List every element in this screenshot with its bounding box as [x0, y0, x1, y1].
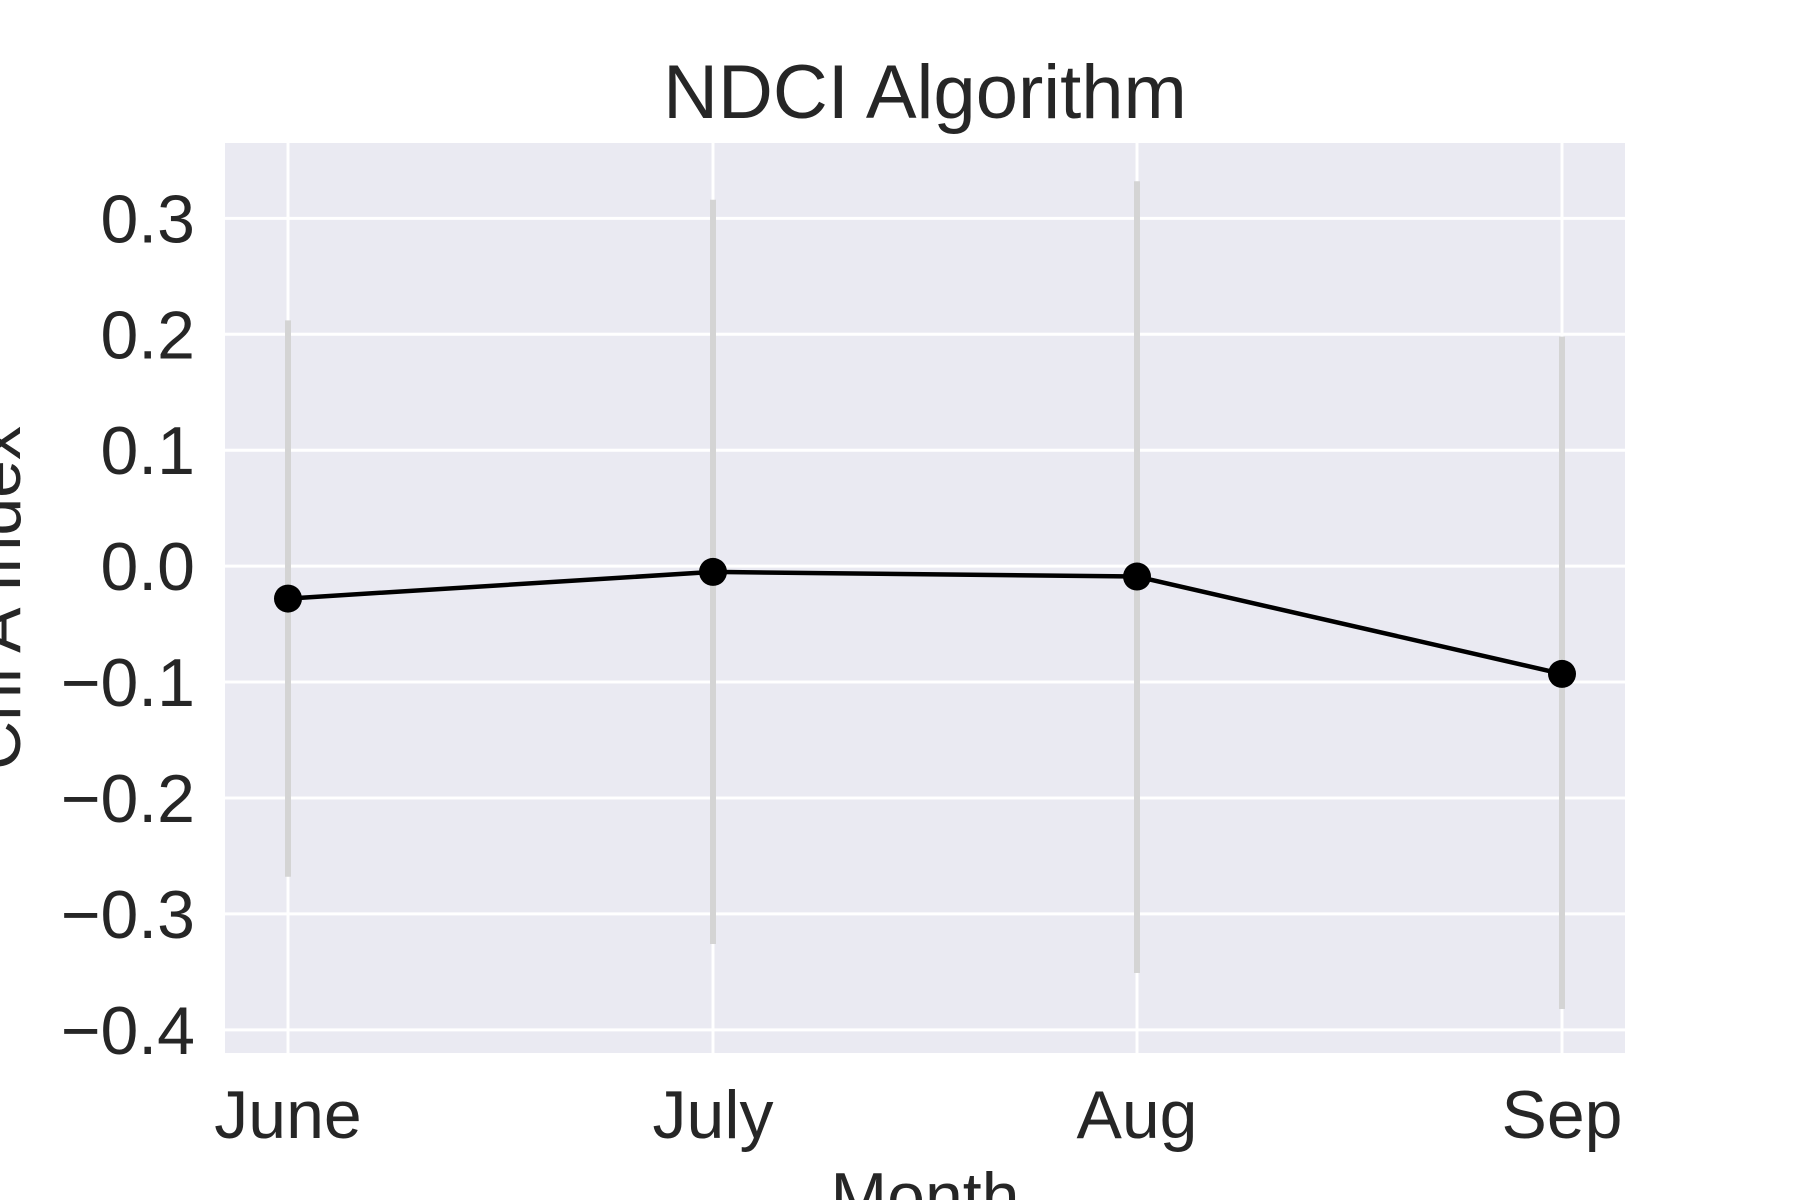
data-point — [699, 557, 727, 586]
y-tick-label: −0.4 — [61, 993, 195, 1069]
series-line — [287, 569, 1563, 677]
x-tick-label: June — [214, 1077, 361, 1153]
y-axis-ticks: 0.3 0.2 0.1 0.0 −0.1 −0.2 −0.3 −0.4 — [61, 181, 195, 1068]
x-tick-label: Aug — [1077, 1077, 1198, 1153]
x-tick-label: Sep — [1502, 1077, 1623, 1153]
series — [274, 557, 1576, 688]
y-tick-label: 0.2 — [100, 297, 195, 373]
x-axis-ticks: June July Aug Sep — [214, 1077, 1622, 1153]
data-point — [1548, 659, 1576, 688]
y-tick-label: −0.3 — [61, 877, 195, 953]
y-tick-label: −0.1 — [61, 645, 195, 721]
y-axis-label: Chl A Index — [0, 426, 35, 770]
data-point — [1123, 562, 1151, 591]
y-tick-label: 0.0 — [100, 529, 195, 605]
y-tick-label: −0.2 — [61, 761, 195, 837]
y-tick-label: 0.1 — [100, 413, 195, 489]
x-tick-label: July — [653, 1077, 774, 1153]
x-axis-label: Month — [831, 1159, 1020, 1200]
data-point — [274, 584, 302, 613]
plot-area — [225, 143, 1625, 1053]
y-tick-label: 0.3 — [100, 181, 195, 257]
chart-title: NDCI Algorithm — [663, 50, 1187, 135]
